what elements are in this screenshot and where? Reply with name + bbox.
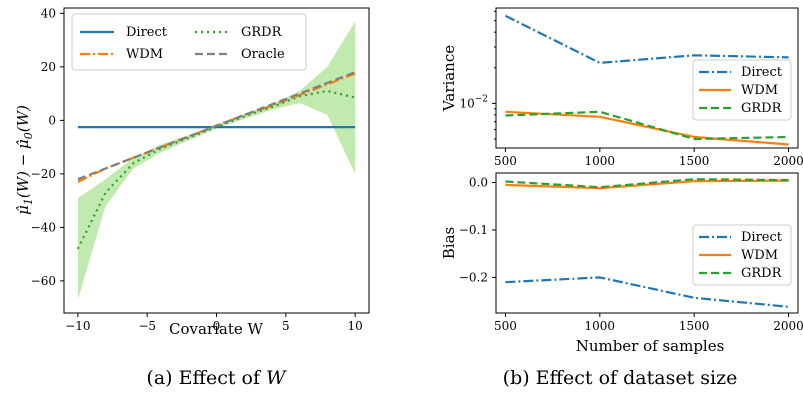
chart-b-variance-series-direct-line [504, 14, 789, 65]
caption-b: (b) Effect of dataset size [503, 367, 738, 389]
chart-b-variance-x-tick-label: 2000 [773, 154, 803, 168]
chart-b-bias-y-tick-label: −0.2 [459, 270, 488, 284]
legend-bt-direct-label: Direct [741, 65, 783, 80]
chart-b-bias-frame [495, 172, 799, 314]
chart-b-variance-x-tick-label: 1500 [679, 154, 710, 168]
chart-b-bias-x-tick-label: 500 [494, 319, 517, 333]
legend-bb-wdm-label: WDM [741, 248, 778, 263]
chart-b-variance-frame [495, 7, 799, 149]
chart-a-confidence-band [77, 21, 356, 300]
legend-a-oracle-label: Oracle [241, 47, 285, 62]
chart-b-variance-series-lines [504, 14, 789, 146]
chart-b-bias-x-axis-label: Number of samples [576, 337, 725, 355]
chart-b-variance-x-tick-label: 1000 [585, 154, 616, 168]
chart-b-bias-x-ticks: 500 1000 1500 2000 [494, 313, 803, 333]
chart-b-bias-y-tick-label: −0.1 [459, 223, 488, 237]
chart-b-bias-legend: Direct WDM GRDR [692, 224, 792, 286]
chart-b-bias-series-wdm-line [505, 179, 789, 190]
chart-b-variance-y-ticks: 10−2 [459, 10, 496, 140]
chart-b-variance: 500 1000 1500 2000 10−2 Variance Direct WDM… [440, 7, 803, 168]
chart-b-variance-y-axis-label: Variance [440, 45, 458, 112]
chart-b-variance-legend-box [692, 59, 792, 121]
chart-a-y-tick-label: 20 [41, 60, 56, 74]
chart-b-bias-series-direct-line [505, 276, 789, 308]
chart-a-x-tick-label: 10 [347, 319, 362, 333]
chart-a-y-tick-label: −40 [31, 220, 56, 234]
chart-b-bias-x-tick-label: 1000 [585, 319, 616, 333]
chart-b-bias-x-tick-label: 2000 [773, 319, 803, 333]
legend-a-direct-label: Direct [126, 25, 168, 40]
chart-b-variance-x-tick-label: 500 [494, 154, 517, 168]
legend-bb-direct-label: Direct [741, 230, 783, 245]
chart-a-x-ticks: −10 −5 0 5 10 [65, 313, 363, 333]
chart-a-x-tick-label: 0 [213, 319, 221, 333]
chart-b-variance-series-wdm-line [505, 110, 789, 146]
chart-a-y-tick-label: 0 [48, 113, 56, 127]
chart-b-bias-y-axis-label: Bias [440, 227, 458, 259]
chart-b-bias-y-tick-label: 0.0 [469, 175, 488, 189]
chart-a-legend: Direct WDM GRDR Oracle [71, 13, 307, 71]
chart-a-x-tick-label: 5 [282, 319, 290, 333]
caption-a: (a) Effect of W [146, 367, 287, 389]
chart-a-y-tick-label: 40 [41, 6, 56, 20]
chart-b-variance-y-tick-label: 10−2 [459, 94, 488, 110]
chart-b-variance-legend: Direct WDM GRDR [692, 59, 792, 121]
legend-bt-grdr-label: GRDR [741, 101, 783, 116]
chart-b-bias-y-ticks: 0.0 −0.1 −0.2 [459, 175, 496, 284]
chart-b-bias-series-lines [505, 178, 789, 308]
chart-a-y-tick-label: −60 [31, 274, 56, 288]
legend-a-grdr-label: GRDR [241, 25, 283, 40]
chart-a-series-lines [76, 71, 356, 250]
chart-b-bias-legend-box [692, 224, 792, 286]
legend-bt-wdm-label: WDM [741, 83, 778, 98]
chart-b-bias: 500 1000 1500 2000 0.0 −0.1 −0.2 Bias Number … [440, 172, 803, 355]
chart-a-x-tick-label: −10 [65, 319, 90, 333]
chart-a-x-tick-label: −5 [138, 319, 156, 333]
chart-b-variance-x-ticks: 500 1000 1500 2000 [494, 148, 803, 168]
chart-a: −10 −5 0 5 10 −60 −40 −20 0 20 40 Covariate W μ̂1… [14, 6, 370, 338]
chart-a-x-axis-label: Covariate W [169, 320, 264, 338]
chart-a-series-grdr-line [76, 89, 356, 250]
chart-a-y-axis-label: μ̂1(W) − μ̂0(W) [14, 105, 35, 215]
chart-a-y-ticks: −60 −40 −20 0 20 40 [31, 6, 64, 288]
chart-a-series-oracle-line [77, 71, 356, 181]
chart-a-y-tick-label: −20 [31, 167, 56, 181]
legend-a-wdm-label: WDM [126, 47, 163, 62]
chart-b-bias-x-tick-label: 1500 [679, 319, 710, 333]
legend-bb-grdr-label: GRDR [741, 266, 783, 281]
chart-a-legend-box [71, 13, 307, 71]
